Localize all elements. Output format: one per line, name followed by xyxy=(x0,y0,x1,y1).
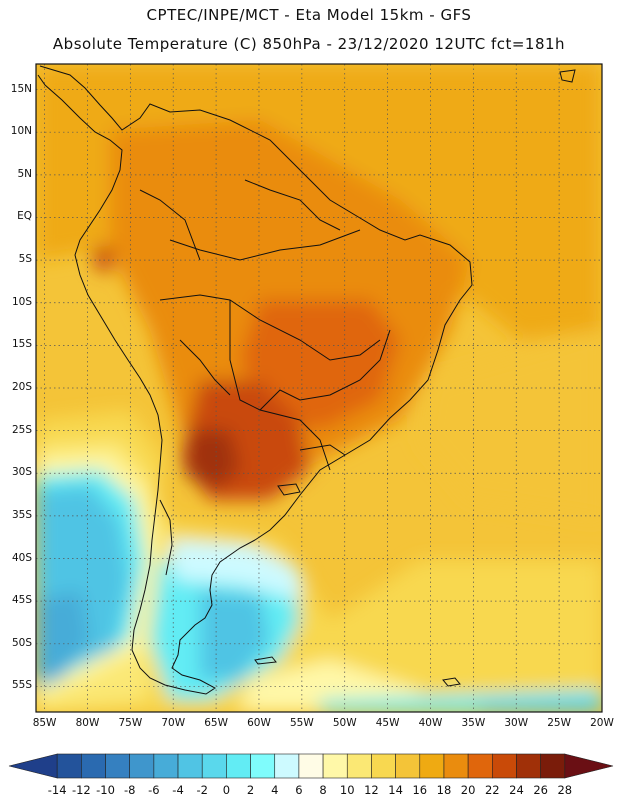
lon-tick-label: 30W xyxy=(504,717,529,729)
colorbar-label: 26 xyxy=(533,783,548,797)
lon-tick-label: 25W xyxy=(547,717,571,729)
lon-tick-label: 35W xyxy=(461,717,486,729)
colorbar-label: 28 xyxy=(557,783,573,797)
colorbar-box xyxy=(153,753,179,779)
temperature-field xyxy=(36,64,602,712)
lat-tick-label: 45S xyxy=(11,594,32,607)
colorbar-label: -12 xyxy=(71,783,91,797)
colorbar-box xyxy=(492,753,517,779)
title-line-2: Absolute Temperature (C) 850hPa - 23/12/… xyxy=(52,35,566,53)
lon-tick-label: 60W xyxy=(247,717,271,729)
colorbar-label: 10 xyxy=(339,783,355,797)
colorbar-label: 4 xyxy=(271,783,279,797)
colorbar-label: 18 xyxy=(436,783,452,797)
colorbar-label: -4 xyxy=(172,783,184,797)
colorbar-label: 16 xyxy=(412,783,428,797)
lon-tick-label: 85W xyxy=(32,717,57,729)
colorbar-box xyxy=(371,753,396,779)
lon-tick-label: 70W xyxy=(161,717,186,729)
map-frame xyxy=(35,63,603,713)
colorbar-box xyxy=(322,753,348,779)
lat-tick-label: 35S xyxy=(11,508,32,521)
lon-tick-label: 55W xyxy=(289,717,314,729)
title-line-1: CPTEC/INPE/MCT - Eta Model 15km - GFS xyxy=(146,6,472,24)
lon-tick-label: 40W xyxy=(418,717,443,729)
colorbar xyxy=(8,753,614,779)
colorbar-label: 8 xyxy=(319,783,327,797)
colorbar-box xyxy=(346,753,372,779)
colorbar-box xyxy=(81,753,106,779)
colorbar-box xyxy=(540,753,566,779)
colorbar-box xyxy=(177,753,203,779)
colorbar-label: 6 xyxy=(295,783,303,797)
lat-tick-label: EQ xyxy=(17,210,32,223)
lat-tick-label: 10N xyxy=(10,125,32,138)
lat-tick-label: 30S xyxy=(11,466,32,479)
colorbar-label: -8 xyxy=(123,783,136,797)
lat-tick-label: 25S xyxy=(11,423,32,436)
colorbar-box xyxy=(105,753,130,779)
colorbar-label: 12 xyxy=(364,783,379,797)
lat-tick-label: 5S xyxy=(18,253,32,266)
colorbar-box xyxy=(201,753,227,779)
lat-tick-label: 40S xyxy=(11,551,32,564)
lat-tick-label: 15N xyxy=(10,82,32,95)
colorbar-box xyxy=(516,753,541,779)
colorbar-label: 0 xyxy=(222,783,231,797)
lon-tick-label: 75W xyxy=(118,717,143,729)
colorbar-box xyxy=(443,753,469,779)
colorbar-under-arrow xyxy=(8,753,58,779)
colorbar-label: 24 xyxy=(509,783,524,797)
colorbar-label: -10 xyxy=(96,783,115,797)
lon-tick-label: 50W xyxy=(332,717,357,729)
colorbar-box xyxy=(467,753,493,779)
colorbar-label: 2 xyxy=(246,783,255,797)
colorbar-box xyxy=(395,753,421,779)
colorbar-box xyxy=(274,753,300,779)
colorbar-label: 22 xyxy=(484,783,500,797)
colorbar-box xyxy=(250,753,276,779)
lat-tick-label: 55S xyxy=(11,679,32,692)
colorbar-box xyxy=(129,753,155,779)
colorbar-label: 14 xyxy=(388,783,403,797)
colorbar-box xyxy=(226,753,251,779)
colorbar-label: 20 xyxy=(460,783,476,797)
coastline xyxy=(37,65,576,695)
lat-tick-label: 10S xyxy=(11,295,32,308)
colorbar-box xyxy=(298,753,324,779)
lon-tick-label: 45W xyxy=(375,717,400,729)
lon-tick-label: 65W xyxy=(204,717,228,729)
colorbar-label: -6 xyxy=(148,783,160,797)
colorbar-label: -14 xyxy=(47,783,67,797)
colorbar-box xyxy=(419,753,445,779)
colorbar-over-arrow xyxy=(564,753,614,779)
lon-tick-label: 80W xyxy=(75,717,100,729)
colorbar-box xyxy=(56,753,82,779)
lon-tick-label: 20W xyxy=(590,717,614,729)
lat-tick-label: 15S xyxy=(11,338,32,351)
lat-tick-label: 50S xyxy=(11,636,32,649)
colorbar-label: -2 xyxy=(196,783,208,797)
lat-tick-label: 20S xyxy=(11,381,32,393)
lat-tick-label: 5N xyxy=(17,167,32,180)
